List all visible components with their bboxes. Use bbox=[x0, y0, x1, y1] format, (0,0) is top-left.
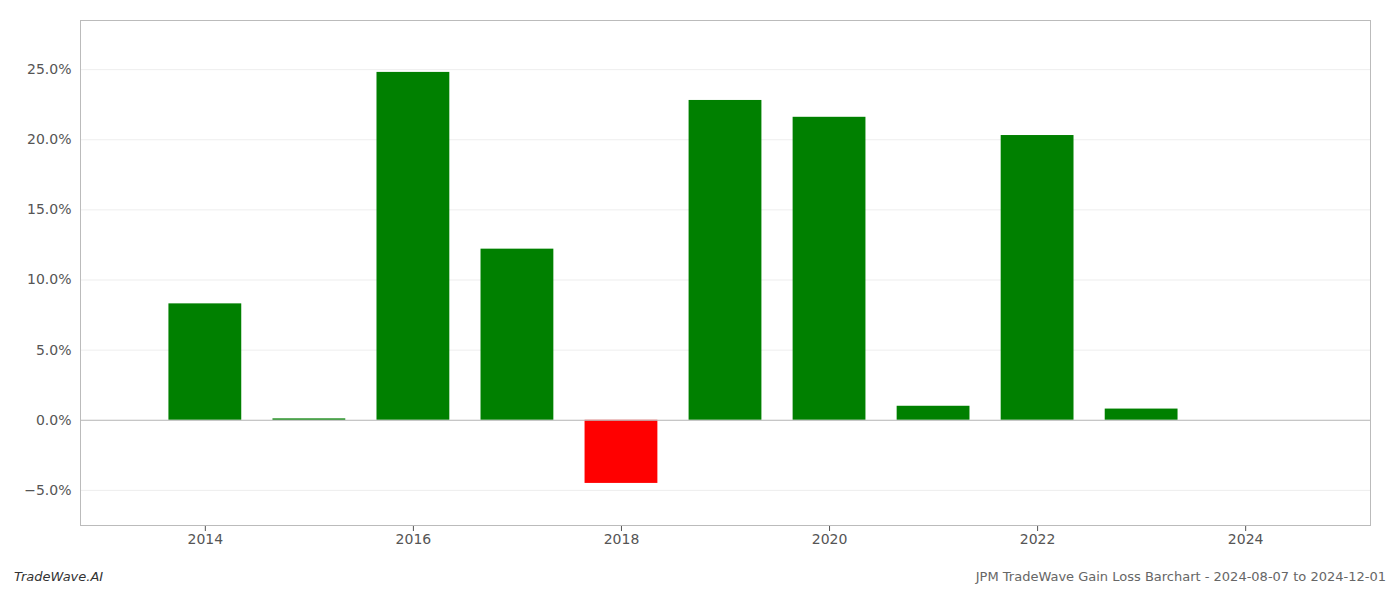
svg-text:2016: 2016 bbox=[396, 531, 432, 547]
html-text:TradeWave.AI: TradeWave.AI bbox=[14, 569, 104, 584]
svg-text:15.0%: 15.0% bbox=[27, 201, 71, 217]
svg-text:0.0%: 0.0% bbox=[36, 412, 72, 428]
html-text:JPM TradeWave Gain Loss Barcha: JPM TradeWave Gain Loss Barchart - 2024-… bbox=[975, 569, 1386, 584]
svg-text:2022: 2022 bbox=[1020, 531, 1056, 547]
svg-text:20.0%: 20.0% bbox=[27, 131, 71, 147]
svg-text:5.0%: 5.0% bbox=[36, 342, 72, 358]
svg-text:2014: 2014 bbox=[188, 531, 224, 547]
svg-text:25.0%: 25.0% bbox=[27, 61, 71, 77]
svg-text:10.0%: 10.0% bbox=[27, 271, 71, 287]
svg-text:2024: 2024 bbox=[1228, 531, 1264, 547]
svg-text:2018: 2018 bbox=[604, 531, 640, 547]
svg-text:−5.0%: −5.0% bbox=[24, 482, 71, 498]
svg-text:2020: 2020 bbox=[812, 531, 848, 547]
